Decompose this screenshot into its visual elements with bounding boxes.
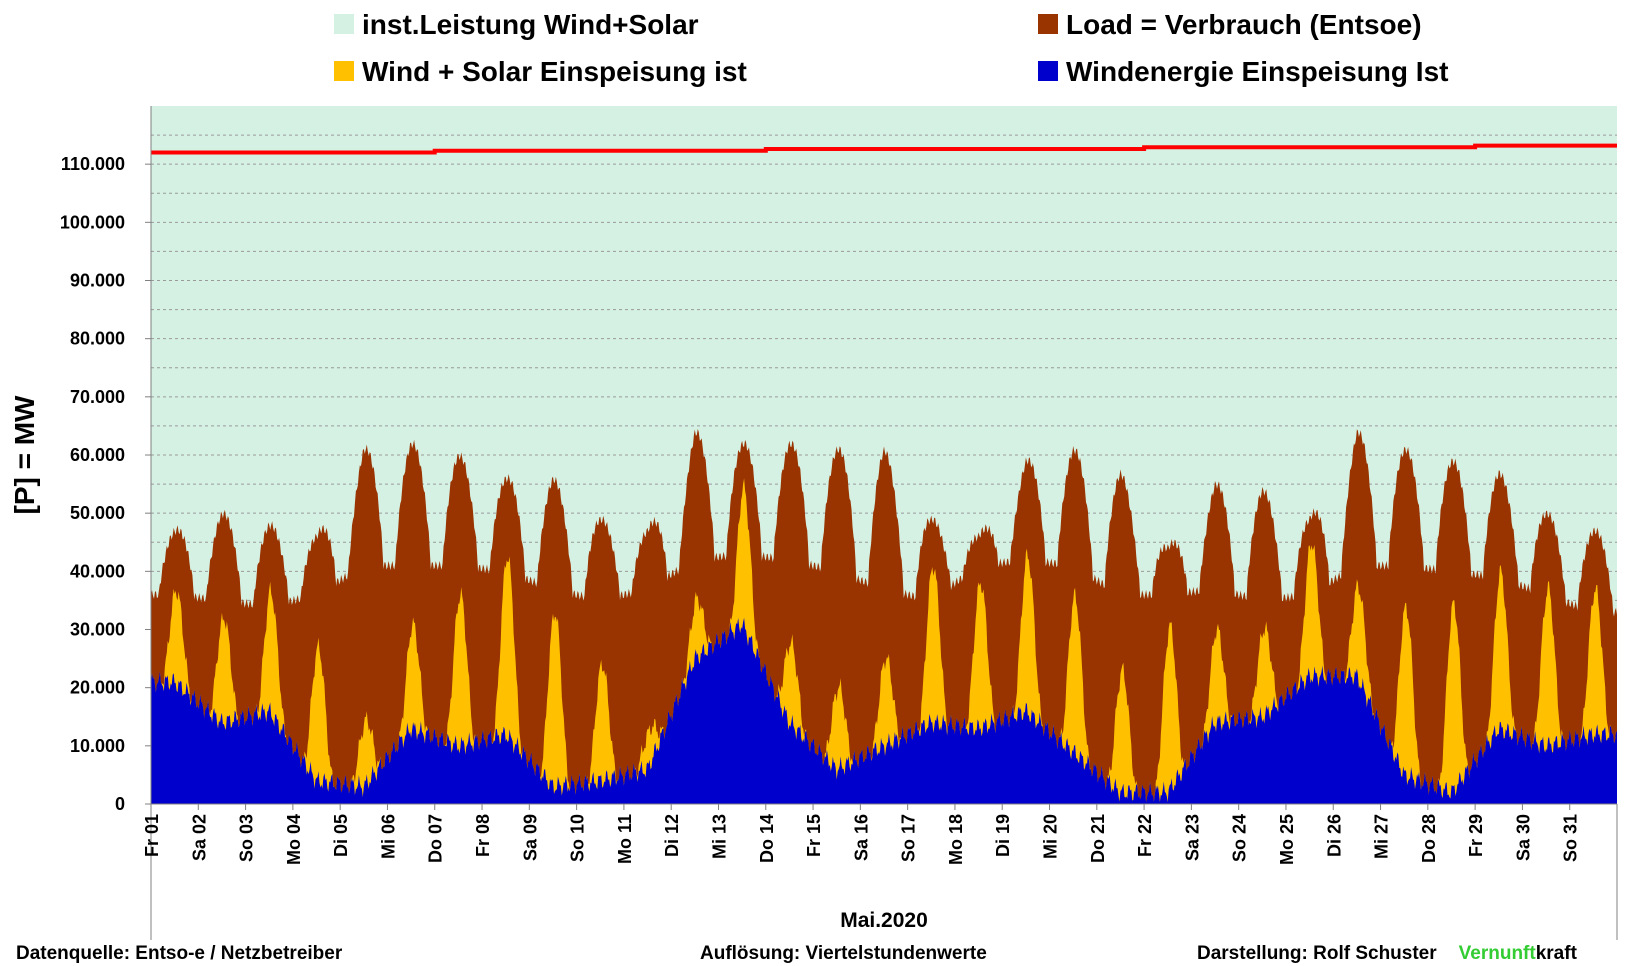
wind-area — [151, 617, 1617, 804]
x-tick-label: So 24 — [1230, 814, 1250, 862]
x-tick-label: Mi 06 — [378, 814, 398, 859]
x-tick-label: Mi 20 — [1041, 814, 1061, 859]
footer-author: Darstellung: Rolf Schuster Vernunftkraft — [1197, 943, 1578, 964]
x-tick-label: So 17 — [899, 814, 919, 862]
footer-author-text: Darstellung: Rolf Schuster — [1197, 943, 1437, 964]
x-tick-label: Do 28 — [1419, 814, 1439, 863]
x-tick-label: Mo 11 — [615, 814, 635, 864]
x-tick-label: Di 05 — [331, 814, 351, 857]
legend: inst.Leistung Wind+Solar Load = Verbrauc… — [334, 9, 1448, 87]
y-tick-label: 90.000 — [70, 271, 125, 291]
x-tick-label: Mo 04 — [284, 814, 304, 865]
legend-label-load: Load = Verbrauch (Entsoe) — [1066, 9, 1422, 40]
y-axis-label: [P] = MW — [9, 395, 40, 515]
x-tick-label: Fr 29 — [1466, 814, 1486, 857]
x-tick-label: Di 19 — [993, 814, 1013, 857]
x-tick-label: Di 26 — [1324, 814, 1344, 857]
x-tick-label: Fr 15 — [804, 814, 824, 857]
y-ticks: 0 10.000 20.000 30.000 40.000 50.000 60.000 70.… — [60, 154, 151, 814]
y-tick-label: 10.000 — [70, 736, 125, 756]
x-tick-label: Sa 30 — [1513, 814, 1533, 861]
x-tick-label: Fr 01 — [142, 814, 162, 857]
y-tick-label: 100.000 — [60, 212, 125, 232]
y-tick-label: 0 — [115, 794, 125, 814]
y-tick-label: 60.000 — [70, 445, 125, 465]
x-tick-label: So 31 — [1561, 814, 1581, 862]
x-tick-label: So 10 — [568, 814, 588, 862]
x-tick-label: So 03 — [237, 814, 257, 862]
y-tick-label: 20.000 — [70, 678, 125, 698]
x-ticks: Fr 01 Sa 02 So 03 Mo 04 Di 05 Mi 06 Do 07 Fr 08… — [142, 804, 1581, 865]
x-tick-label: Fr 22 — [1135, 814, 1155, 857]
legend-swatch-load — [1038, 14, 1058, 34]
y-tick-label: 30.000 — [70, 620, 125, 640]
x-tick-label: Do 07 — [426, 814, 446, 863]
x-tick-label: Mo 25 — [1277, 814, 1297, 865]
legend-label-installed: inst.Leistung Wind+Solar — [362, 9, 699, 40]
legend-swatch-wind — [1038, 61, 1058, 81]
x-tick-label: Di 12 — [662, 814, 682, 857]
brand-rest: kraft — [1536, 943, 1578, 964]
x-tick-label: Do 21 — [1088, 814, 1108, 863]
x-tick-label: Fr 08 — [473, 814, 493, 857]
x-tick-label: Sa 16 — [851, 814, 871, 861]
x-tick-label: Mi 27 — [1372, 814, 1392, 859]
x-tick-label: Mi 13 — [709, 814, 729, 859]
x-tick-label: Sa 23 — [1182, 814, 1202, 861]
legend-swatch-windsolar — [334, 61, 354, 81]
footer-resolution: Auflösung: Viertelstundenwerte — [700, 943, 987, 964]
y-tick-label: 80.000 — [70, 329, 125, 349]
x-axis-label: Mai.2020 — [840, 909, 928, 932]
x-tick-label: Mo 18 — [946, 814, 966, 865]
footer-source: Datenquelle: Entso-e / Netzbetreiber — [16, 943, 343, 964]
y-tick-label: 70.000 — [70, 387, 125, 407]
y-tick-label: 50.000 — [70, 503, 125, 523]
brand-green: Vernunft — [1459, 943, 1537, 964]
y-tick-label: 40.000 — [70, 561, 125, 581]
x-tick-label: Do 14 — [757, 814, 777, 863]
y-tick-label: 110.000 — [61, 154, 125, 174]
wind-solar-area — [151, 478, 1617, 804]
legend-label-wind: Windenergie Einspeisung Ist — [1066, 56, 1448, 87]
x-tick-label: Sa 02 — [189, 814, 209, 861]
x-tick-label: Sa 09 — [520, 814, 540, 861]
legend-swatch-installed — [334, 14, 354, 34]
legend-label-windsolar: Wind + Solar Einspeisung ist — [362, 56, 747, 87]
installed-capacity-line — [151, 143, 1617, 155]
